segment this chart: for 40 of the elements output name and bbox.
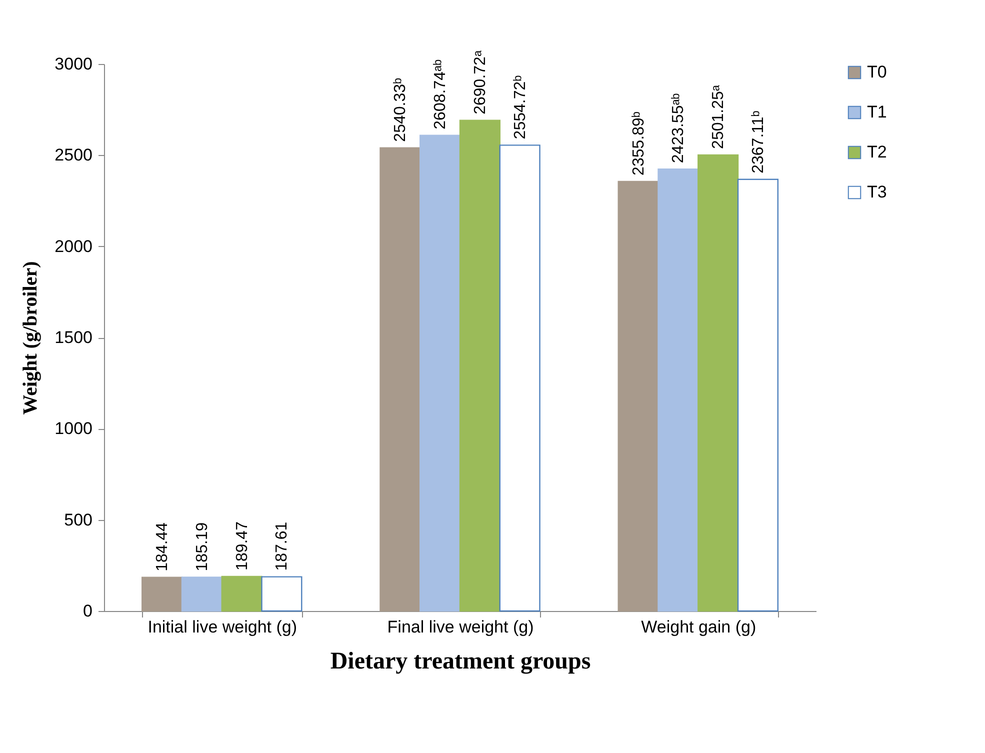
bar — [142, 576, 183, 612]
bar — [420, 134, 461, 612]
data-label: 2608.74ᵃᵇ — [432, 60, 450, 130]
data-label: 2367.11ᵇ — [750, 110, 767, 174]
x-tick-label: Weight gain (g) — [641, 618, 756, 636]
x-tick-label: Initial live weight (g) — [148, 618, 298, 636]
y-axis-title: Weight (g/broiler) — [20, 261, 42, 415]
data-label: 2554.72ᵇ — [512, 75, 529, 140]
y-tick-label: 500 — [64, 510, 92, 530]
data-label: 2540.33ᵇ — [392, 78, 410, 142]
data-label: 2423.55ᵃᵇ — [670, 93, 688, 164]
data-label: 189.47 — [234, 521, 251, 570]
y-tick-label: 1000 — [54, 419, 92, 438]
bar — [698, 154, 739, 612]
data-label: 2690.72ᵃ — [472, 50, 489, 114]
bar — [618, 180, 659, 612]
bar — [737, 178, 778, 612]
data-label: 2501.25ᵃ — [710, 84, 728, 149]
bar — [658, 168, 699, 612]
x-tick-label: Final live weight (g) — [387, 618, 534, 636]
legend-label: T3 — [867, 182, 887, 202]
legend-label: T0 — [867, 62, 887, 82]
data-label: 187.61 — [274, 522, 291, 571]
x-axis-title: Dietary treatment groups — [330, 648, 591, 674]
y-tick-label: 1500 — [54, 328, 92, 347]
bar — [380, 147, 421, 612]
y-tick-label: 2000 — [54, 236, 92, 256]
legend-label: T2 — [867, 142, 887, 162]
bar — [181, 576, 222, 612]
data-label: 185.19 — [194, 522, 211, 572]
y-tick-label: 2500 — [54, 146, 92, 165]
bar — [221, 576, 262, 612]
bar — [459, 120, 500, 612]
y-tick-label: 3000 — [54, 54, 92, 74]
y-tick-label: 0 — [83, 602, 92, 620]
data-label: 184.44 — [154, 522, 172, 572]
legend-label: T1 — [867, 102, 887, 122]
bar — [499, 144, 540, 612]
bar — [261, 576, 302, 612]
data-label: 2355.89ᵇ — [630, 112, 648, 176]
